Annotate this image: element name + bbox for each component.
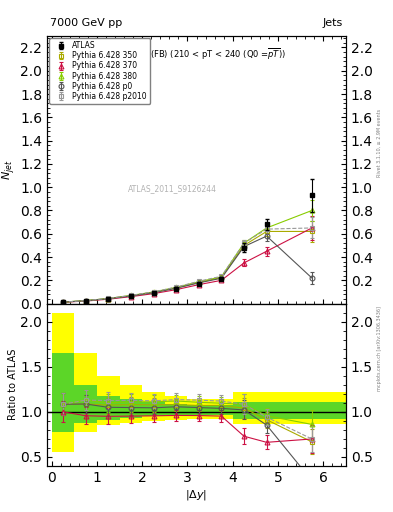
Y-axis label: $\bar{N}_{jet}$: $\bar{N}_{jet}$ [0, 159, 17, 180]
Text: ATLAS_2011_S9126244: ATLAS_2011_S9126244 [128, 184, 217, 193]
Text: Jets: Jets [323, 18, 343, 28]
Y-axis label: Ratio to ATLAS: Ratio to ATLAS [7, 349, 18, 420]
Legend: ATLAS, Pythia 6.428 350, Pythia 6.428 370, Pythia 6.428 380, Pythia 6.428 p0, Py: ATLAS, Pythia 6.428 350, Pythia 6.428 37… [50, 38, 150, 104]
X-axis label: $|\Delta y|$: $|\Delta y|$ [185, 487, 208, 502]
Text: 7000 GeV pp: 7000 GeV pp [50, 18, 122, 28]
Text: $N_{jet}$ vs $\Delta y$ (FB) (210 < pT < 240 (Q0 =$\overline{pT}$)): $N_{jet}$ vs $\Delta y$ (FB) (210 < pT <… [108, 47, 285, 62]
Text: mcplots.cern.ch [arXiv:1306.3436]: mcplots.cern.ch [arXiv:1306.3436] [377, 306, 382, 391]
Text: Rivet 3.1.10, ≥ 2.9M events: Rivet 3.1.10, ≥ 2.9M events [377, 109, 382, 178]
